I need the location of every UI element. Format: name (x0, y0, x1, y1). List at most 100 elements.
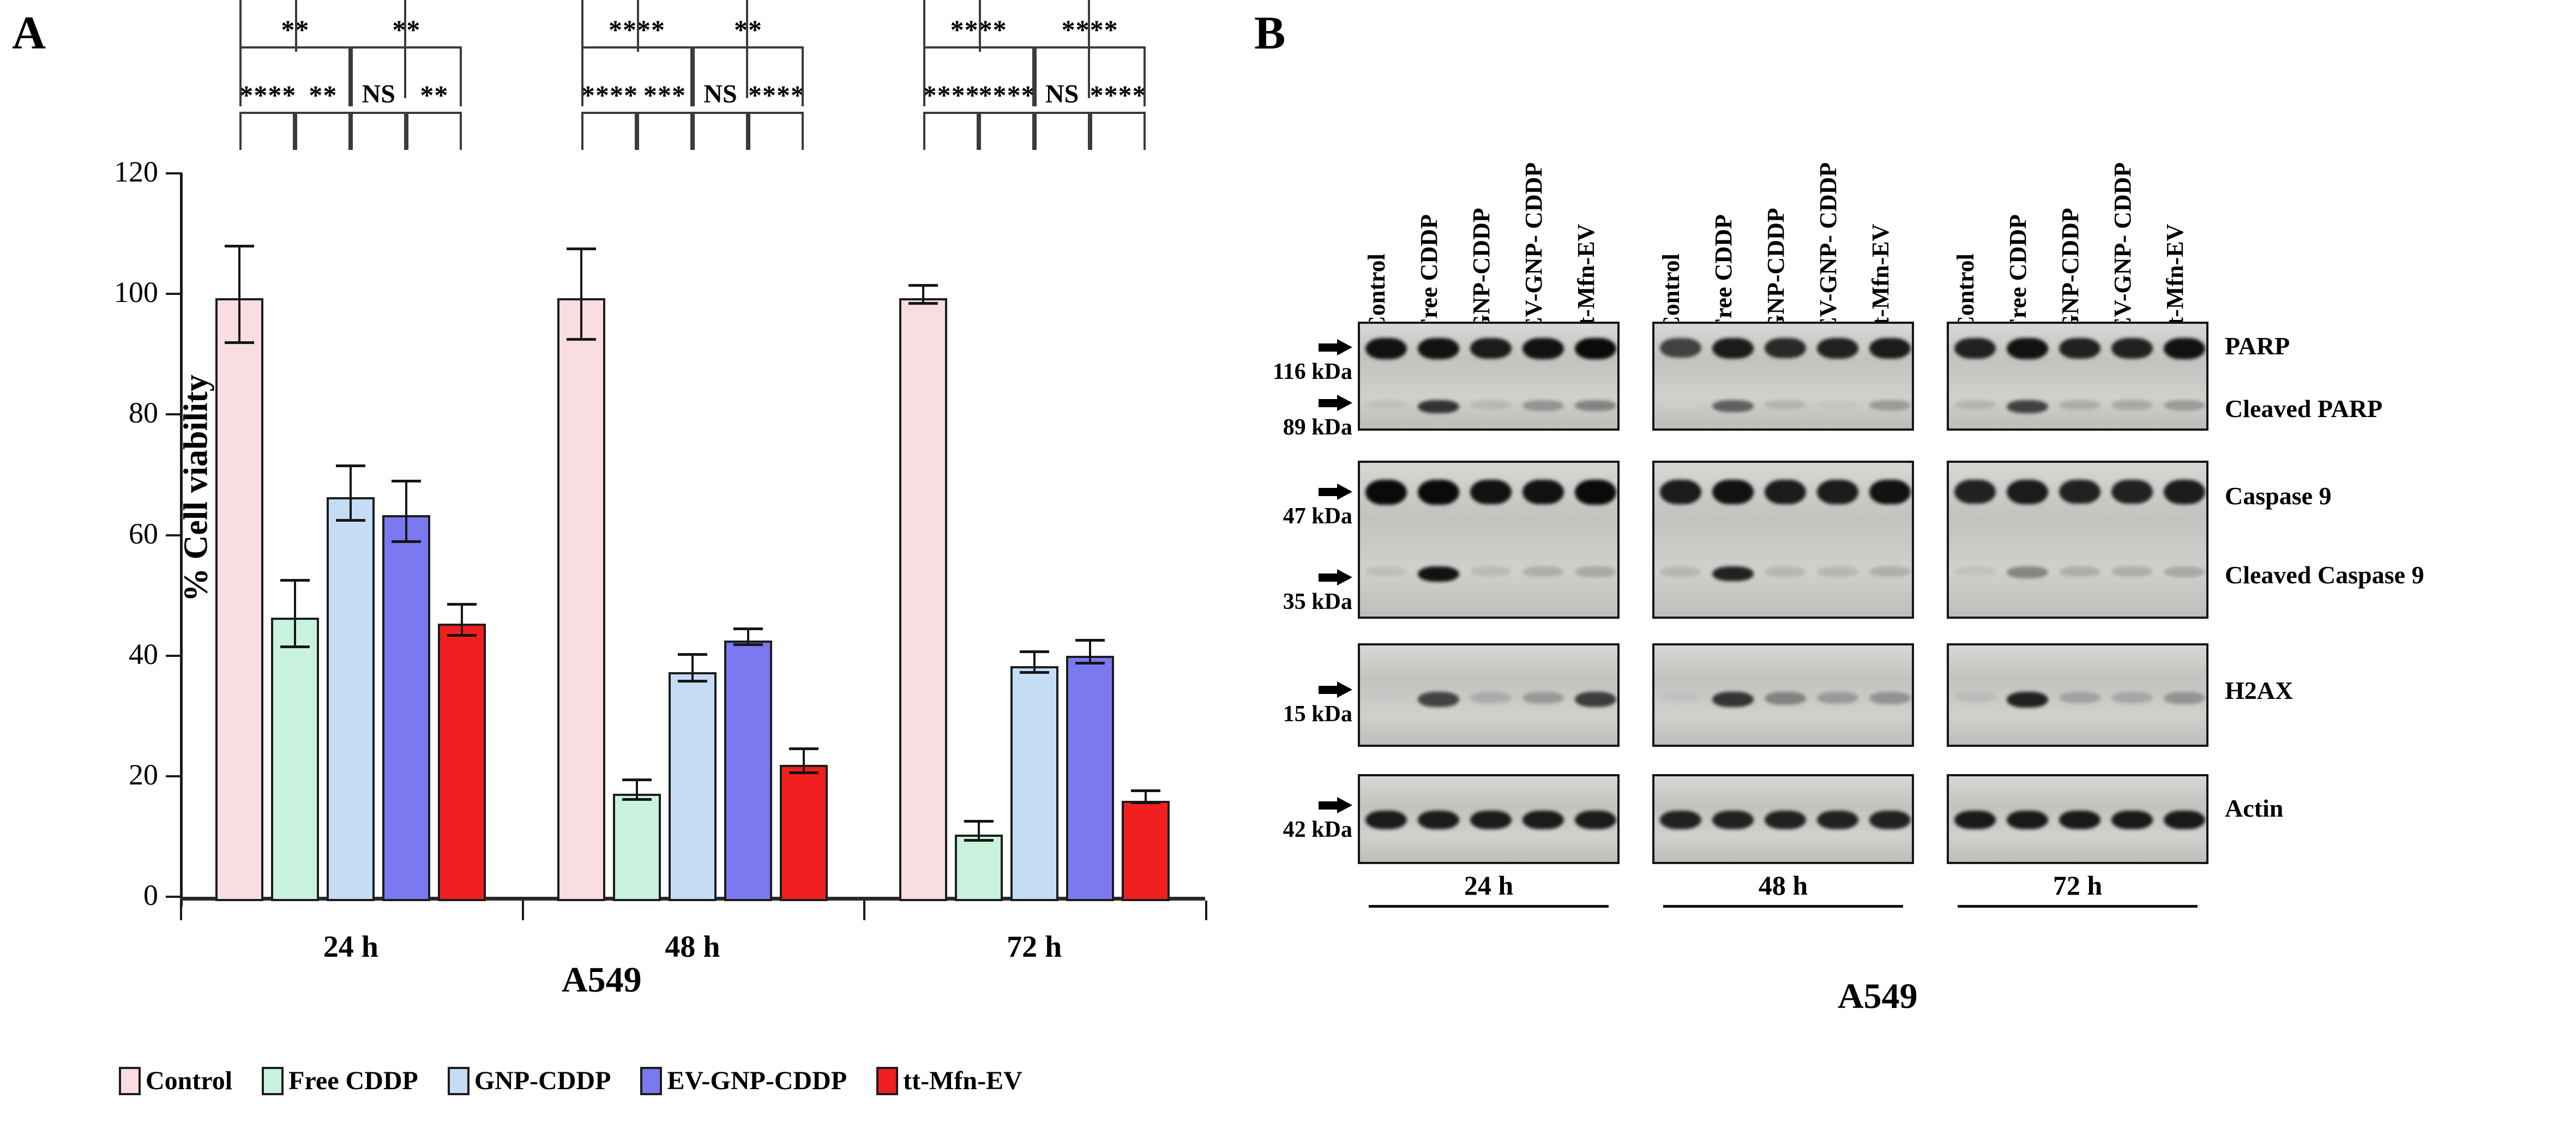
error-bar-cap (280, 579, 310, 582)
error-bar-cap (1130, 789, 1160, 793)
mw-arrow-icon (1319, 339, 1352, 355)
blot-band (2163, 338, 2206, 359)
blot-band (1574, 400, 1617, 412)
x-tick (180, 901, 182, 920)
legend-item-tt-mfn-ev: tt-Mfn-EV (876, 1066, 1022, 1096)
blot-image-row-actin-group1 (1652, 774, 1914, 864)
arrow-shaft (1319, 686, 1339, 694)
blot-time-label-24h: 24 h (1464, 870, 1514, 901)
sig-bracket-left-leg (923, 0, 925, 98)
error-bar-cap (1130, 801, 1160, 805)
sig-label: **** (1090, 80, 1147, 110)
sig-bracket-left-leg (978, 112, 981, 150)
blot-lane-label-2-2: GNP-CDDP (2056, 208, 2084, 333)
blot-band (1522, 480, 1564, 505)
sig-label: **** (748, 80, 805, 110)
sig-bracket-right-leg (690, 112, 693, 150)
bar-control-48h (557, 298, 605, 901)
panel-a-letter: A (12, 7, 46, 59)
sig-bracket-left-leg (637, 0, 639, 52)
blot-band (1954, 400, 1996, 410)
blot-band (1764, 480, 1807, 504)
blot-band (2111, 566, 2153, 577)
sig-bracket-left-leg (295, 0, 298, 52)
y-tick (166, 534, 182, 536)
sig-label: ** (239, 16, 351, 43)
blot-band (1659, 691, 1702, 702)
sig-bracket-line (693, 112, 748, 114)
sig-label: NS (362, 80, 395, 108)
error-bar-cap (964, 839, 994, 842)
blot-band (1712, 811, 1754, 829)
blot-band (1869, 480, 1911, 505)
legend-label: Free CDDP (288, 1066, 418, 1095)
sig-bracket-right-leg (404, 0, 407, 98)
blot-band (1816, 811, 1859, 829)
sig-label: **** (923, 16, 1034, 43)
bar-tt-mfn-ev-24h (438, 624, 486, 901)
mw-label-42kDa: 42 kDa (1283, 817, 1352, 842)
sig-label: ** (309, 80, 338, 110)
blot-image-row-caspase-group0 (1358, 461, 1620, 619)
sig-bracket-left-leg (1090, 112, 1092, 150)
y-axis-line (180, 173, 183, 907)
legend-swatch (876, 1066, 899, 1095)
blot-band (1816, 400, 1859, 409)
blot-band (1574, 811, 1617, 829)
error-bar-cap (447, 634, 477, 637)
blot-band (1417, 691, 1460, 707)
error-bar-cap (392, 479, 422, 482)
blot-band (1869, 811, 1911, 829)
time-group-rule (1663, 905, 1903, 908)
protein-label-actin: Actin (2225, 794, 2284, 822)
sig-bracket-right-leg (460, 46, 462, 106)
sig-bracket-right-leg (348, 112, 351, 150)
time-group-rule (1958, 905, 2198, 908)
sig-bracket-right-leg (1143, 46, 1146, 106)
error-bar (636, 780, 638, 799)
sig-bracket-left-leg (1034, 112, 1037, 150)
blot-band (1470, 400, 1512, 409)
sig-bracket-left-leg (693, 46, 695, 106)
blot-image-row-h2ax-group2 (1947, 643, 2208, 747)
blot-band (1764, 811, 1807, 829)
sig-bracket-line (295, 112, 351, 114)
error-bar (691, 654, 694, 681)
blot-band (1365, 811, 1407, 829)
mw-label-116kDa: 116 kDa (1273, 359, 1352, 384)
error-bar (1033, 651, 1036, 672)
blot-band (1470, 566, 1512, 577)
sig-label: **** (581, 80, 638, 110)
sig-bracket-line (923, 112, 979, 114)
y-tick-label: 120 (114, 155, 158, 188)
blot-band (1816, 691, 1859, 704)
blot-band (2006, 480, 2049, 504)
blot-band (2163, 400, 2206, 411)
bar-gnp-cddp-24h (327, 497, 375, 901)
blot-lane-label-1-1: Free CDDP (1710, 214, 1737, 333)
sig-bracket-line (693, 46, 804, 49)
bar-gnp-cddp-48h (669, 672, 717, 901)
arrow-shaft (1319, 343, 1339, 352)
arrow-shaft (1319, 488, 1339, 496)
blot-band (1816, 566, 1859, 577)
error-bar (580, 249, 582, 340)
blot-band (1712, 338, 1754, 359)
error-bar-cap (908, 283, 938, 287)
blot-band (1470, 811, 1512, 829)
blot-band (2006, 400, 2049, 413)
sig-label: *** (643, 80, 686, 110)
blot-band (1522, 566, 1564, 577)
mw-label-89kDa: 89 kDa (1283, 415, 1352, 440)
arrow-head (1337, 339, 1352, 355)
y-tick (166, 654, 182, 657)
sig-bracket-line (748, 112, 804, 114)
error-bar-cap (392, 540, 422, 543)
error-bar-cap (789, 747, 818, 750)
sig-bracket-right-leg (746, 112, 748, 150)
blot-band (2006, 338, 2049, 359)
blot-image-row-parp-group2 (1947, 322, 2208, 431)
y-tick (166, 775, 182, 777)
y-tick-label: 100 (114, 276, 158, 309)
blot-band (2006, 811, 2049, 830)
